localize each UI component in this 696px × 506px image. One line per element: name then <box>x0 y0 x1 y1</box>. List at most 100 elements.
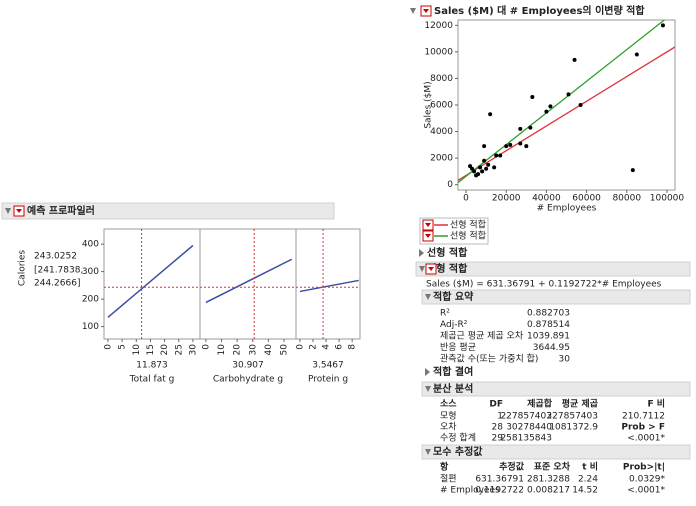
disclosure-triangle[interactable] <box>410 8 416 14</box>
plot-frame <box>457 19 676 191</box>
summary-value: 30 <box>559 355 571 365</box>
x-tick-label: 0 <box>103 344 113 350</box>
data-point <box>660 23 665 28</box>
section-title: 적합 결여 <box>433 365 473 378</box>
data-point <box>528 125 533 130</box>
disclosure-triangle[interactable] <box>425 294 431 300</box>
data-point <box>518 126 523 131</box>
section-bar <box>1 202 335 220</box>
data-point <box>566 92 571 97</box>
disclosure-triangle[interactable] <box>425 368 430 376</box>
x-tick-label: 100000 <box>650 194 685 204</box>
x-axis-label: Protein g <box>308 375 348 385</box>
disclosure-triangle[interactable] <box>425 449 431 455</box>
table-cell: 1 <box>497 412 503 422</box>
table-cell: 14.52 <box>572 486 598 496</box>
table-header: Prob>|t| <box>623 463 665 473</box>
x-tick-label: 30 <box>188 344 198 356</box>
profiler-panel <box>199 228 297 340</box>
y-axis-label: Sales ($M) <box>424 81 434 128</box>
x-tick-label: 25 <box>174 344 184 355</box>
ci-high: 244.2666] <box>34 279 80 289</box>
disclosure-triangle[interactable] <box>419 249 424 257</box>
fit-line <box>458 46 675 181</box>
y-tick-label: 12000 <box>424 21 453 31</box>
y-tick-label: 400 <box>82 240 99 250</box>
x-tick-label: 20000 <box>492 194 521 204</box>
data-point <box>630 168 635 173</box>
ci-low: [241.7838, <box>34 266 83 276</box>
data-point <box>492 165 497 170</box>
disclosure-triangle[interactable] <box>419 266 425 272</box>
data-point <box>524 144 529 149</box>
menu-arrow <box>425 234 431 238</box>
table-cell: # Employees <box>440 486 500 496</box>
data-point <box>504 144 509 149</box>
data-point <box>518 141 523 146</box>
y-tick-label: 2000 <box>430 154 453 164</box>
data-point <box>498 153 503 158</box>
table-cell: 210.7112 <box>622 412 665 422</box>
profiler-panel <box>295 228 361 340</box>
data-point <box>474 173 479 178</box>
menu-arrow <box>16 209 22 213</box>
plot-area <box>458 20 675 184</box>
y-tick-label: 6000 <box>430 101 453 111</box>
table-header: F 비 <box>647 398 665 410</box>
table-cell: 30278440 <box>506 423 552 433</box>
table-header: 평균 제곱 <box>562 398 598 410</box>
data-point <box>544 109 549 114</box>
table-header: 추정값 <box>499 461 525 473</box>
summary-value: 0.882703 <box>527 309 570 319</box>
chart-title: Sales ($M) 대 # Employees의 이변량 적합 <box>434 4 645 17</box>
table-header: DF <box>489 400 503 410</box>
table-cell: 29 <box>492 434 504 444</box>
section-title: 분산 분석 <box>433 382 473 395</box>
profile-line <box>107 244 194 318</box>
table-cell: 227857403 <box>500 412 552 422</box>
data-point <box>578 103 583 107</box>
data-point <box>634 52 639 57</box>
section-bar <box>421 289 691 305</box>
summary-label: 반응 평균 <box>440 342 476 353</box>
data-point <box>508 142 513 147</box>
data-point <box>548 104 553 109</box>
x-tick-label: 5 <box>118 344 128 350</box>
data-point <box>480 169 485 174</box>
data-point <box>482 144 487 149</box>
x-tick-label: 2 <box>308 344 318 350</box>
data-point <box>488 112 493 117</box>
table-header: t 비 <box>582 461 598 473</box>
menu-arrow <box>425 223 431 227</box>
disclosure-triangle[interactable] <box>5 208 11 214</box>
current-value: 30.907 <box>232 361 264 371</box>
table-header: 표준 오차 <box>534 461 571 473</box>
x-tick-label: 30 <box>248 344 258 356</box>
section-title: 선형 적합 <box>427 262 468 275</box>
y-tick-label: 300 <box>82 267 99 277</box>
data-point <box>484 166 489 171</box>
disclosure-triangle[interactable] <box>425 386 431 392</box>
section-bar <box>421 381 691 397</box>
x-axis-label: Total fat g <box>129 375 175 385</box>
summary-label: 제곱근 평균 제곱 오차 <box>440 330 524 342</box>
section-bar <box>421 444 691 460</box>
data-point <box>572 57 577 62</box>
current-value: 11.873 <box>136 361 168 371</box>
table-cell: 0.008217 <box>527 486 570 496</box>
summary-value: 1039.891 <box>527 332 570 342</box>
data-point <box>470 166 475 171</box>
y-tick-label: 100 <box>82 322 99 332</box>
data-point <box>482 158 487 163</box>
x-tick-label: 0 <box>463 194 469 204</box>
x-tick-label: 80000 <box>612 194 641 204</box>
table-cell: 오차 <box>440 421 457 433</box>
predicted-value: 243.0252 <box>34 252 77 262</box>
x-tick-label: 4 <box>322 344 332 350</box>
y-tick-label: 200 <box>82 295 99 305</box>
section-title: 선형 적합 <box>427 246 468 259</box>
x-tick-label: 0 <box>295 344 305 350</box>
x-tick-label: 40 <box>264 344 274 356</box>
x-axis-label: # Employees <box>537 204 597 214</box>
y-tick-label: 0 <box>447 180 453 190</box>
